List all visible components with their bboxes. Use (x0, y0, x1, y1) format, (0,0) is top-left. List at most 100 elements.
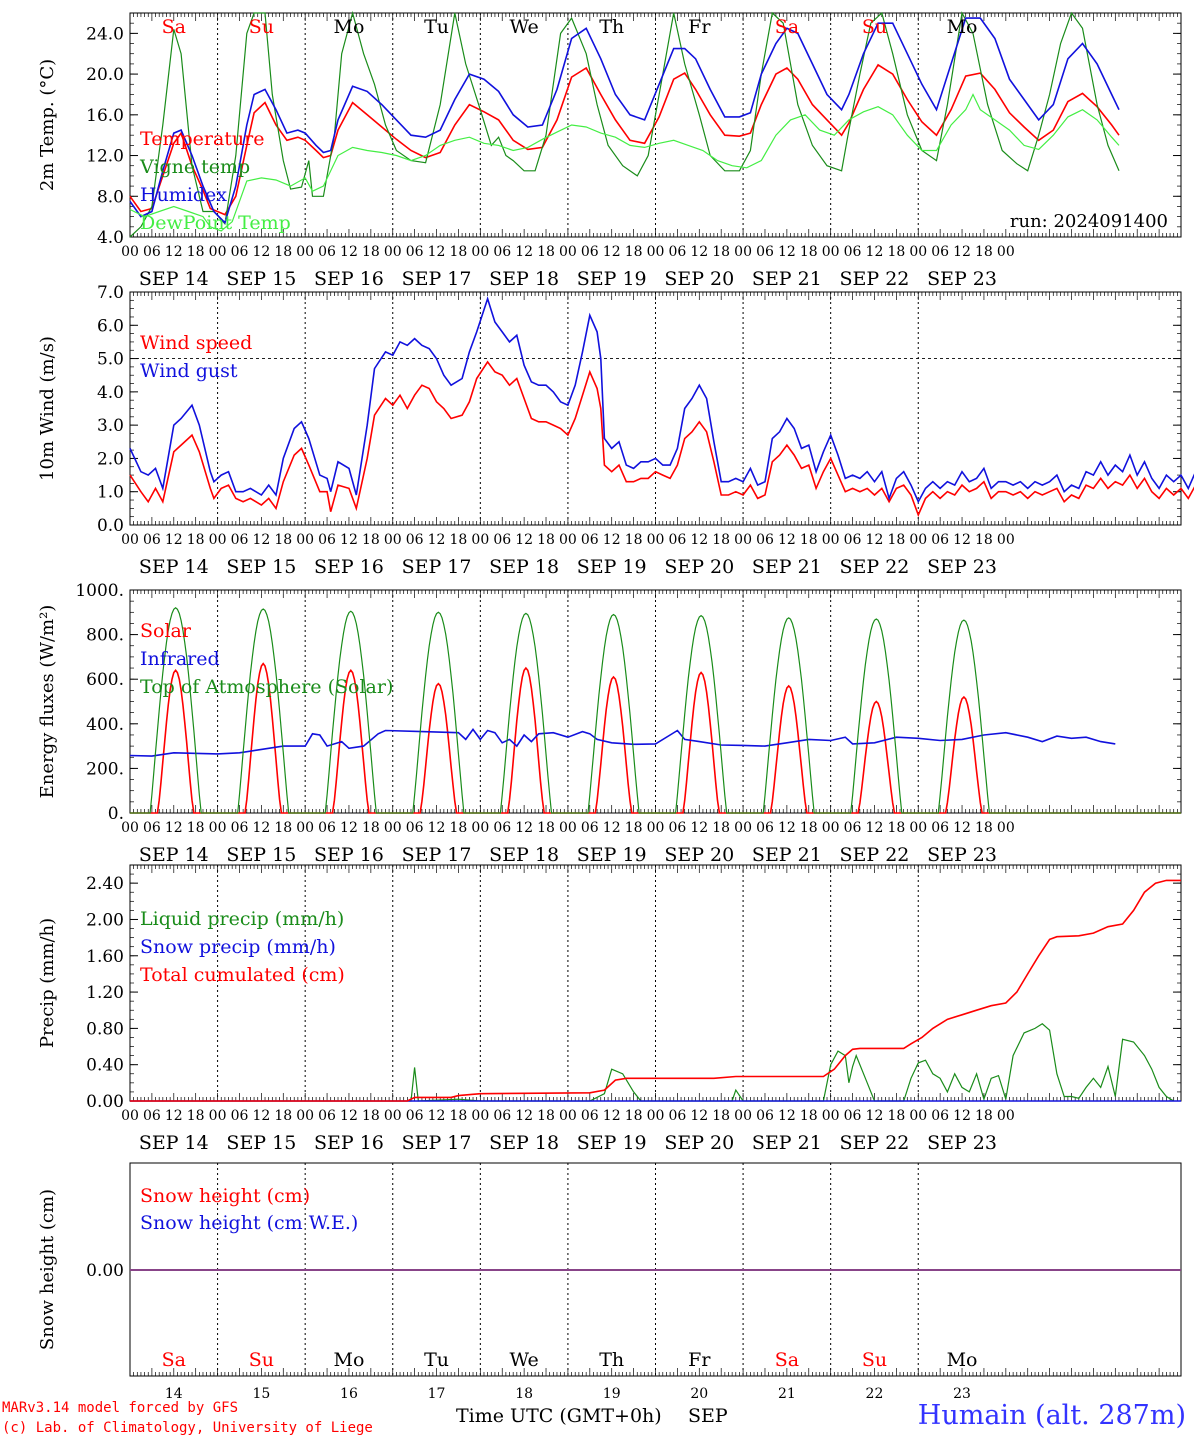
hour-label: 12 (690, 820, 708, 836)
hour-label: 12 (866, 244, 884, 260)
hour-label: 00 (997, 532, 1015, 548)
hour-label: 18 (187, 532, 205, 548)
station-name: Humain (alt. 287m) (917, 1400, 1186, 1431)
date-label: SEP 23 (927, 268, 997, 290)
hour-label: 18 (975, 244, 993, 260)
hour-label: 18 (450, 244, 468, 260)
hour-label: 06 (581, 532, 599, 548)
series-line-wind-speed (129, 360, 1194, 518)
hour-label: 00 (471, 820, 489, 836)
date-label: SEP 19 (577, 1132, 647, 1154)
hour-label: 18 (362, 244, 380, 260)
hour-label: 18 (800, 244, 818, 260)
y-tick-label: 8.0 (97, 187, 124, 207)
hour-label: 18 (187, 1108, 205, 1124)
date-label: SEP 14 (139, 556, 209, 578)
hour-label: 00 (559, 244, 577, 260)
hour-label: 06 (844, 820, 862, 836)
hour-label: 18 (887, 244, 905, 260)
y-tick-label: 4.0 (97, 383, 124, 403)
hour-label: 00 (209, 1108, 227, 1124)
hour-label: 18 (887, 1108, 905, 1124)
panel-wind: 0.0 1.0 2.0 3.0 4.0 5.0 6.0 7.0 10m Wind (m/s) 00… (37, 283, 1194, 578)
legend-entry: Infrared (140, 648, 220, 670)
hour-label: 12 (340, 1108, 358, 1124)
hour-label: 06 (931, 244, 949, 260)
hour-label: 12 (165, 820, 183, 836)
weekday-label: Mo (947, 16, 978, 38)
hour-label: 12 (953, 820, 971, 836)
hour-label: 12 (165, 1108, 183, 1124)
date-label: SEP 17 (402, 556, 472, 578)
hour-label: 18 (712, 1108, 730, 1124)
hour-label: 18 (362, 820, 380, 836)
hour-label: 06 (318, 532, 336, 548)
hour-label: 06 (143, 532, 161, 548)
hour-label: 00 (209, 532, 227, 548)
lab-credit: (c) Lab. of Climatology, University of L… (2, 1420, 373, 1436)
date-label: SEP 18 (489, 844, 559, 866)
hour-label: 18 (274, 1108, 292, 1124)
hour-label: 12 (603, 1108, 621, 1124)
y-tick-label: 7.0 (97, 283, 124, 303)
y-tick-label: 1000. (75, 581, 124, 601)
date-label: SEP 14 (139, 844, 209, 866)
hour-label: 18 (537, 532, 555, 548)
hour-label: 00 (559, 532, 577, 548)
hour-label: 00 (997, 1108, 1015, 1124)
date-label: SEP 14 (139, 268, 209, 290)
day-number: 17 (428, 1386, 446, 1400)
hour-label: 00 (734, 1108, 752, 1124)
hour-label: 06 (668, 1108, 686, 1124)
hour-label: 12 (428, 1108, 446, 1124)
date-label: SEP 23 (927, 556, 997, 578)
hour-label: 00 (822, 532, 840, 548)
weekday-label: Su (249, 16, 274, 38)
hour-label: 06 (493, 1108, 511, 1124)
day-number: 20 (690, 1386, 708, 1400)
hour-label: 06 (143, 820, 161, 836)
day-number: 22 (866, 1386, 884, 1400)
panel-energy: 0. 200. 400. 600. 800. 1000. Energy fluxes (W/… (37, 581, 1182, 866)
hour-label: 18 (274, 244, 292, 260)
hour-label: 12 (953, 244, 971, 260)
hour-label: 06 (668, 820, 686, 836)
date-label: SEP 19 (577, 268, 647, 290)
series-line-liquid-precip-mm-h- (130, 1023, 1175, 1102)
hour-label: 12 (603, 244, 621, 260)
date-label: SEP 23 (927, 844, 997, 866)
hour-label: 18 (537, 820, 555, 836)
series-line-vigne-temp (129, 10, 1120, 238)
weekday-label: Su (862, 1349, 887, 1371)
y-tick-label: 16.0 (86, 106, 124, 126)
day-number: 19 (603, 1386, 621, 1400)
hour-label: 12 (603, 532, 621, 548)
legend-entry: Snow height (cm W.E.) (140, 1212, 358, 1234)
y-tick-label: 1.0 (97, 483, 124, 503)
y-tick-label: 24.0 (86, 24, 124, 44)
hour-label: 00 (997, 820, 1015, 836)
hour-label: 18 (712, 244, 730, 260)
legend-entry: Solar (140, 620, 192, 642)
weekday-label: Mo (947, 1349, 978, 1371)
date-label: SEP 20 (664, 268, 734, 290)
hour-label: 00 (384, 1108, 402, 1124)
hour-label: 06 (318, 1108, 336, 1124)
hour-label: 18 (625, 820, 643, 836)
hour-label: 06 (668, 532, 686, 548)
hour-label: 18 (362, 532, 380, 548)
hour-label: 18 (625, 244, 643, 260)
y-tick-label: 0.0 (97, 516, 124, 536)
day-number: 23 (953, 1386, 971, 1400)
hour-label: 00 (909, 820, 927, 836)
y-tick-label: 5.0 (97, 350, 124, 370)
hour-label: 00 (909, 1108, 927, 1124)
legend-entry: Temperature (140, 128, 264, 150)
hour-label: 00 (296, 820, 314, 836)
date-label: SEP 21 (752, 556, 822, 578)
date-label: SEP 23 (927, 1132, 997, 1154)
y-tick-label: 6.0 (97, 316, 124, 336)
hour-label: 00 (296, 244, 314, 260)
hour-label: 06 (406, 532, 424, 548)
y-tick-label: 1.20 (86, 983, 124, 1003)
